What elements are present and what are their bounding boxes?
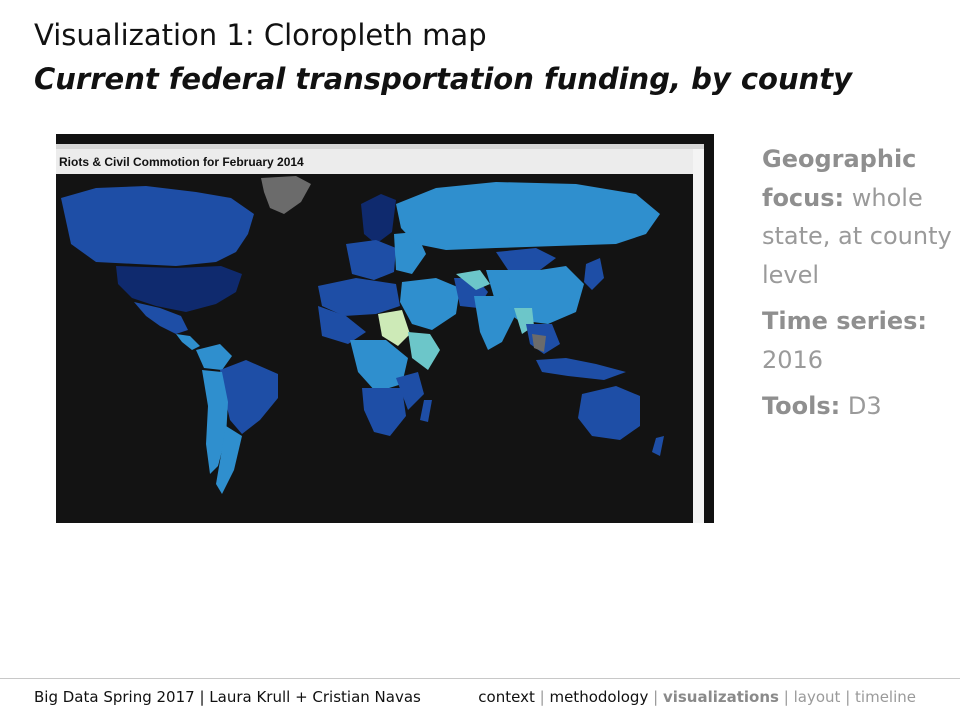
footer-divider: [0, 678, 960, 679]
detail-label: Geographic focus:: [762, 145, 917, 212]
region-greenland: [261, 176, 311, 214]
detail-value: 2016: [762, 345, 824, 374]
slide-subtitle: Current federal transportation funding, …: [34, 62, 853, 96]
region-madagascar: [420, 400, 432, 422]
region-sudan: [378, 310, 410, 346]
map-top-strip: [56, 144, 704, 149]
region-southern-africa: [362, 388, 406, 436]
region-indonesia: [536, 358, 626, 380]
details-panel: Geographic focus: whole state, at county…: [762, 140, 952, 434]
region-canada: [61, 186, 254, 266]
region-colombia: [196, 344, 232, 370]
region-scandinavia: [361, 194, 396, 244]
detail-tools: Tools: D3: [762, 387, 952, 426]
slide-title: Visualization 1: Cloropleth map: [34, 18, 487, 52]
region-north-africa: [318, 278, 400, 316]
footer-credits: Big Data Spring 2017 | Laura Krull + Cri…: [34, 688, 421, 706]
map-header-bar: Riots & Civil Commotion for February 201…: [56, 149, 693, 174]
nav-methodology[interactable]: methodology: [549, 688, 649, 706]
region-japan: [584, 258, 604, 290]
region-horn-of-africa: [408, 332, 440, 370]
region-russia: [396, 182, 660, 250]
region-pakistan-afghanistan: [456, 270, 490, 290]
map-header-title: Riots & Civil Commotion for February 201…: [59, 155, 304, 169]
region-west-africa: [318, 306, 366, 344]
region-central-africa: [350, 340, 408, 392]
nav-layout[interactable]: layout: [793, 688, 841, 706]
detail-label: Tools:: [762, 392, 841, 420]
region-andes: [202, 370, 228, 474]
detail-time-series: Time series: 2016: [762, 302, 952, 379]
nav-visualizations[interactable]: visualizations: [662, 688, 779, 706]
region-central-america: [176, 334, 200, 350]
region-mexico: [134, 302, 188, 334]
region-brazil: [220, 360, 278, 434]
nav-timeline[interactable]: timeline: [855, 688, 916, 706]
detail-value: whole state, at county level: [762, 183, 952, 289]
region-india: [474, 296, 516, 350]
region-western-europe: [346, 240, 396, 280]
nav-separator: |: [783, 688, 789, 706]
map-right-bar: [693, 149, 704, 523]
region-middle-east: [400, 278, 460, 330]
nav-separator: |: [539, 688, 545, 706]
region-usa: [116, 266, 242, 312]
detail-geographic-focus: Geographic focus: whole state, at county…: [762, 140, 952, 294]
nav-separator: |: [653, 688, 659, 706]
choropleth-map: [56, 174, 693, 523]
region-argentina: [216, 426, 242, 494]
region-east-africa: [396, 372, 424, 410]
map-canvas: Riots & Civil Commotion for February 201…: [56, 144, 704, 523]
detail-label: Time series:: [762, 307, 928, 335]
region-australia: [578, 386, 640, 440]
region-thailand: [532, 334, 546, 352]
detail-value: D3: [847, 392, 882, 420]
region-mongolia: [496, 248, 556, 270]
nav-context[interactable]: context: [478, 688, 535, 706]
nav-separator: |: [845, 688, 851, 706]
region-new-zealand: [652, 436, 664, 456]
footer-nav: context | methodology | visualizations |…: [478, 688, 916, 706]
map-image: Riots & Civil Commotion for February 201…: [56, 134, 714, 523]
